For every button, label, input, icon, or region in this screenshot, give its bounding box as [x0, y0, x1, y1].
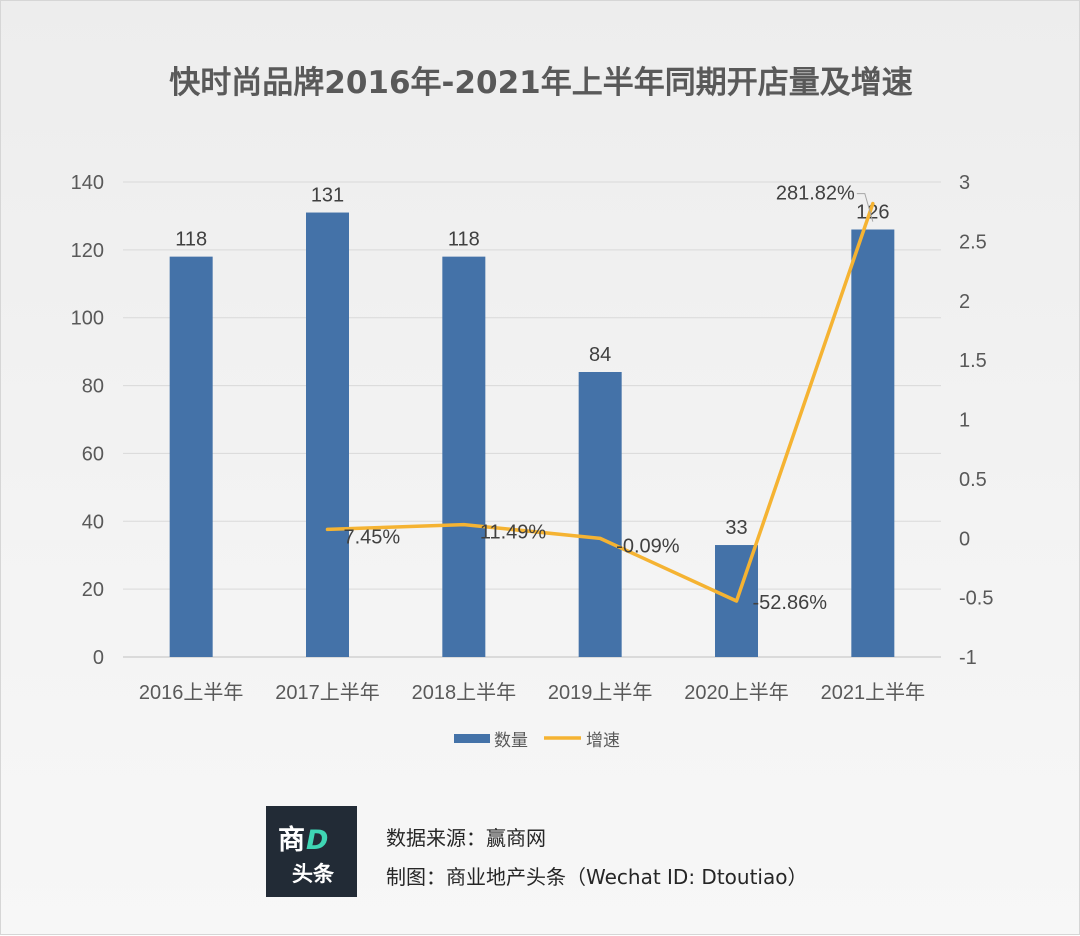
chart-credit: 制图：商业地产头条（Wechat ID: Dtoutiao） [386, 865, 808, 889]
y-left-tick-label: 100 [71, 308, 104, 330]
y-right-tick-label: -0.5 [959, 588, 993, 610]
logo-text-shang: 商 [278, 825, 306, 856]
line-data-label: -0.09% [616, 535, 680, 557]
x-tick-label: 2021上半年 [821, 681, 926, 704]
bar-data-label: 118 [448, 229, 480, 251]
brand-logo: 商D 头条 [266, 806, 357, 897]
line-data-label: -52.86% [753, 592, 828, 614]
x-tick-label: 2016上半年 [139, 681, 244, 704]
y-left-tick-label: 20 [82, 579, 104, 601]
legend-swatch-bar [454, 734, 490, 743]
y-right-tick-label: 3 [959, 172, 970, 194]
x-tick-label: 2017上半年 [275, 681, 380, 704]
x-tick-label: 2018上半年 [412, 681, 517, 704]
y-right-tick-label: 2 [959, 291, 970, 313]
bar-data-label: 126 [856, 202, 889, 224]
bar [306, 212, 349, 658]
bar [169, 256, 213, 657]
data-source: 数据来源：赢商网 [386, 826, 546, 850]
bar-data-label: 131 [311, 185, 344, 207]
bar-data-label: 118 [175, 229, 207, 251]
y-left-tick-label: 0 [93, 647, 104, 669]
y-left-tick-label: 80 [82, 376, 104, 398]
bar [442, 256, 486, 657]
y-right-tick-label: 0.5 [959, 469, 987, 491]
legend-label-bar: 数量 [494, 731, 528, 751]
y-right-tick-label: 1 [959, 410, 970, 432]
label-leader-line [856, 193, 874, 222]
y-right-tick-label: 0 [959, 528, 970, 550]
line-data-label: 11.49% [480, 522, 547, 544]
y-left-tick-label: 40 [82, 511, 104, 533]
bar-data-label: 33 [725, 517, 747, 539]
source-block: 商D 头条 数据来源：赢商网 制图：商业地产头条（Wechat ID: Dtou… [266, 806, 866, 898]
y-right-tick-label: 1.5 [959, 350, 987, 372]
logo-text-toutiao: 头条 [292, 862, 334, 886]
bar [851, 229, 895, 657]
x-tick-label: 2020上半年 [684, 681, 789, 704]
y-left-tick-label: 140 [71, 172, 104, 194]
bar [578, 372, 622, 657]
logo-text-d: D [306, 825, 330, 856]
y-left-tick-label: 60 [82, 443, 104, 465]
y-left-tick-label: 120 [71, 240, 104, 262]
bar-data-label: 84 [589, 344, 611, 366]
chart-title: 快时尚品牌2016年-2021年上半年同期开店量及增速 [169, 65, 912, 101]
y-right-tick-label: -1 [959, 647, 977, 669]
y-right-tick-label: 2.5 [959, 231, 987, 253]
x-tick-label: 2019上半年 [548, 681, 653, 704]
line-data-label: 281.82% [776, 183, 855, 205]
growth-line [325, 201, 875, 603]
legend-label-line: 增速 [586, 731, 620, 751]
line-data-label: 7.45% [344, 526, 401, 548]
